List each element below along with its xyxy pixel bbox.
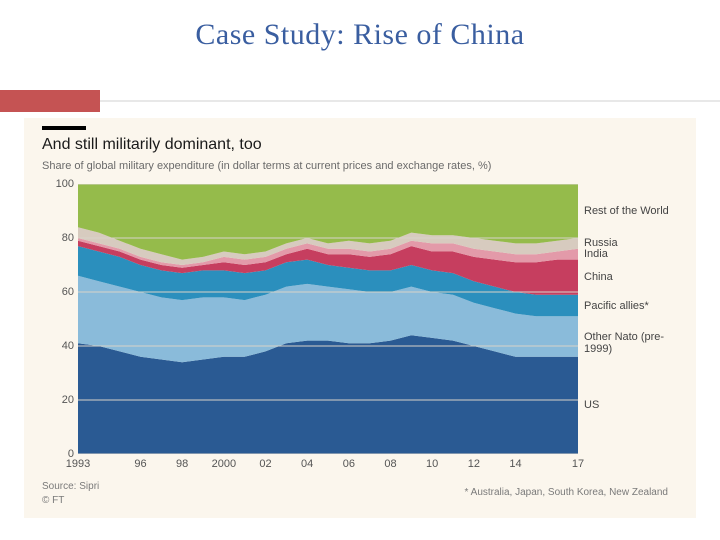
chart-plot xyxy=(78,184,578,454)
chart-subtitle: Share of global military expenditure (in… xyxy=(42,160,491,172)
chart-footnote: * Australia, Japan, South Korea, New Zea… xyxy=(465,487,668,498)
x-tick-label: 1993 xyxy=(66,458,90,470)
x-tick-label: 17 xyxy=(572,458,584,470)
chart-title: And still militarily dominant, too xyxy=(42,136,262,154)
y-tick-label: 60 xyxy=(62,286,74,298)
y-tick-label: 80 xyxy=(62,232,74,244)
x-axis-labels: 1993969820000204060810121417 xyxy=(78,458,578,476)
legend-item-pacific_allies: Pacific allies* xyxy=(584,300,649,313)
stacked-area-svg xyxy=(78,184,578,454)
accent-line xyxy=(100,100,720,102)
x-tick-label: 02 xyxy=(259,458,271,470)
x-tick-label: 96 xyxy=(134,458,146,470)
y-tick-label: 100 xyxy=(56,178,74,190)
x-tick-label: 98 xyxy=(176,458,188,470)
accent-bar xyxy=(0,90,100,112)
chart-source-line2: © FT xyxy=(42,495,64,506)
chart-card: And still militarily dominant, too Share… xyxy=(24,118,696,518)
x-tick-label: 04 xyxy=(301,458,313,470)
y-tick-label: 40 xyxy=(62,340,74,352)
slide: Case Study: Rise of China And still mili… xyxy=(0,0,720,540)
legend-item-india: India xyxy=(584,248,608,261)
x-tick-label: 12 xyxy=(468,458,480,470)
legend-item-other_nato: Other Nato (pre-1999) xyxy=(584,331,692,356)
legend-item-rest: Rest of the World xyxy=(584,205,669,218)
legend-item-china: China xyxy=(584,271,613,284)
chart-source: Source: Sipri © FT xyxy=(42,480,99,508)
chart-rule xyxy=(42,126,86,130)
chart-source-line1: Source: Sipri xyxy=(42,481,99,492)
x-tick-label: 14 xyxy=(509,458,521,470)
legend-item-us: US xyxy=(584,399,599,412)
y-axis-labels: 020406080100 xyxy=(42,184,74,454)
x-tick-label: 10 xyxy=(426,458,438,470)
y-tick-label: 20 xyxy=(62,394,74,406)
x-tick-label: 06 xyxy=(343,458,355,470)
x-tick-label: 2000 xyxy=(212,458,236,470)
page-title: Case Study: Rise of China xyxy=(0,18,720,52)
x-tick-label: 08 xyxy=(384,458,396,470)
